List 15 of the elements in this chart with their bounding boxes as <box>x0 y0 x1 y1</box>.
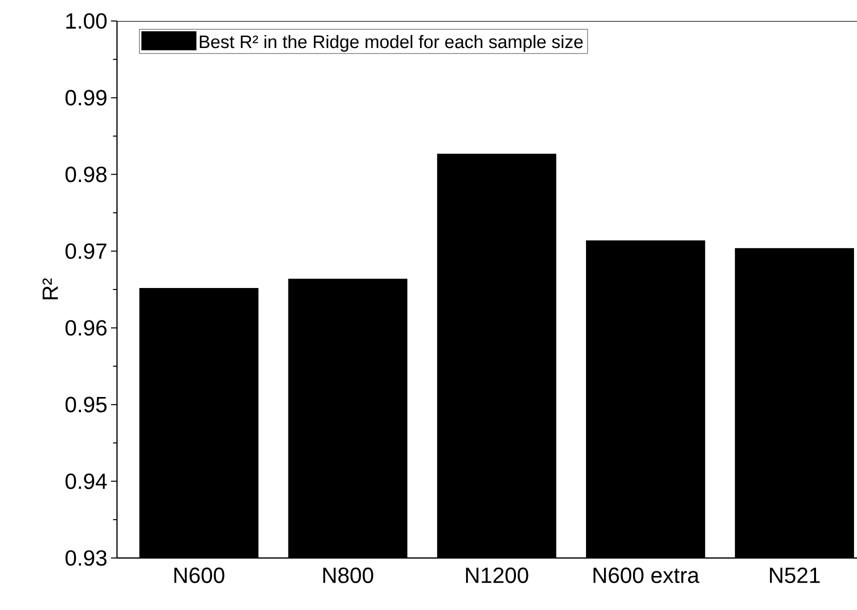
x-tick-label: N600 <box>174 568 224 584</box>
y-tick-label: 0.97 <box>66 243 106 259</box>
y-tick-label: 0.99 <box>66 90 106 106</box>
y-tick-label: 0.96 <box>66 320 107 336</box>
x-tick-label: N521 <box>770 568 820 584</box>
y-tick-label: 0.98 <box>66 166 107 182</box>
x-tick-label: N1200 <box>466 568 528 584</box>
x-tick-label: N800 <box>323 568 374 584</box>
x-tick-label: N600 extra <box>594 568 700 584</box>
y-tick-label: 1.00 <box>66 13 107 29</box>
y-tick-label: 0.93 <box>66 550 107 566</box>
y-tick-label: 0.94 <box>66 474 107 490</box>
y-tick-label: 0.95 <box>66 396 107 412</box>
y-axis-title: R² <box>42 278 58 300</box>
legend-label: Best R² in the Ridge model for each sample size <box>200 34 583 52</box>
